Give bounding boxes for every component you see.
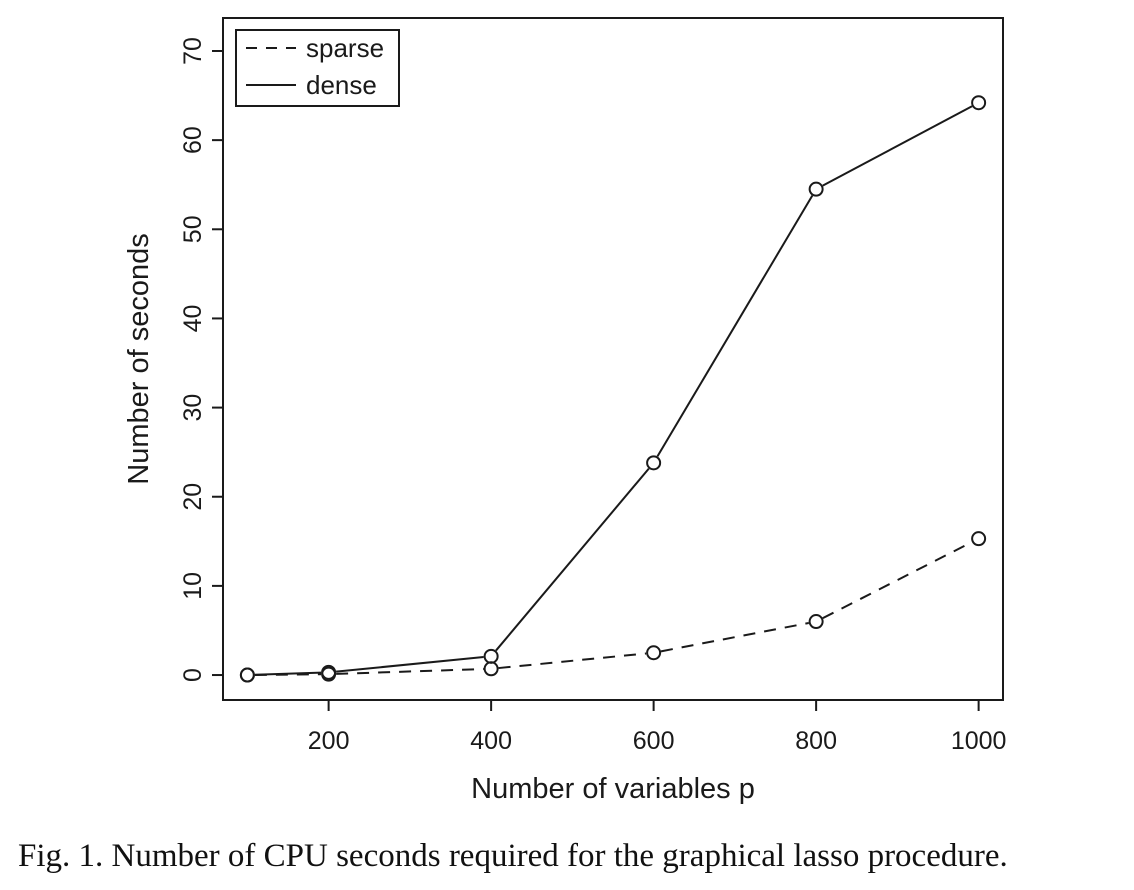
series-sparse-point <box>483 661 499 677</box>
y-tick-label: 30 <box>179 394 207 422</box>
y-tick-label: 70 <box>179 37 207 65</box>
series-dense-point <box>239 667 255 683</box>
x-axis: 200 400 600 800 1000 <box>308 699 1007 755</box>
y-tick-label: 0 <box>179 668 207 682</box>
y-tick-label: 20 <box>179 483 207 511</box>
plot-frame <box>222 17 1004 701</box>
series-sparse-segment <box>660 621 809 653</box>
x-axis-label: Number of variables p <box>471 773 755 805</box>
x-tick-label: 400 <box>470 727 512 755</box>
legend-label-dense: dense <box>306 70 377 100</box>
series-dense-point <box>483 648 499 664</box>
y-tick-label: 50 <box>179 215 207 243</box>
series-sparse-segment <box>336 668 484 675</box>
series-sparse-point <box>808 614 824 630</box>
series-dense-point <box>646 455 662 471</box>
x-tick-label: 200 <box>308 727 350 755</box>
series-dense-point <box>808 181 824 197</box>
y-tick-label: 40 <box>179 305 207 333</box>
y-axis-label: Number of seconds <box>123 233 155 484</box>
series-sparse-segment <box>822 541 973 620</box>
series-sparse-point <box>971 531 987 547</box>
x-tick-label: 800 <box>795 727 837 755</box>
series-sparse-point <box>646 645 662 661</box>
figure-caption: Fig. 1. Number of CPU seconds required f… <box>18 838 1008 874</box>
series-dense-point <box>971 95 987 111</box>
legend-label-sparse: sparse <box>306 33 384 63</box>
series-dense-segment <box>656 195 814 457</box>
series-dense-segment <box>335 656 484 673</box>
y-axis: 0 10 20 30 40 50 60 70 <box>179 37 224 682</box>
series-dense-segment <box>254 671 322 676</box>
series-dense-segment <box>822 105 973 187</box>
legend: sparse dense <box>235 29 400 107</box>
legend-box <box>235 29 400 107</box>
x-tick-label: 600 <box>633 727 675 755</box>
x-tick-label: 1000 <box>951 727 1007 755</box>
series-dense-segment <box>495 467 650 652</box>
y-tick-label: 60 <box>179 126 207 154</box>
series-dense-point <box>321 664 337 680</box>
y-tick-label: 10 <box>179 572 207 600</box>
series-sparse-segment <box>498 652 647 670</box>
series-layer <box>239 95 987 683</box>
